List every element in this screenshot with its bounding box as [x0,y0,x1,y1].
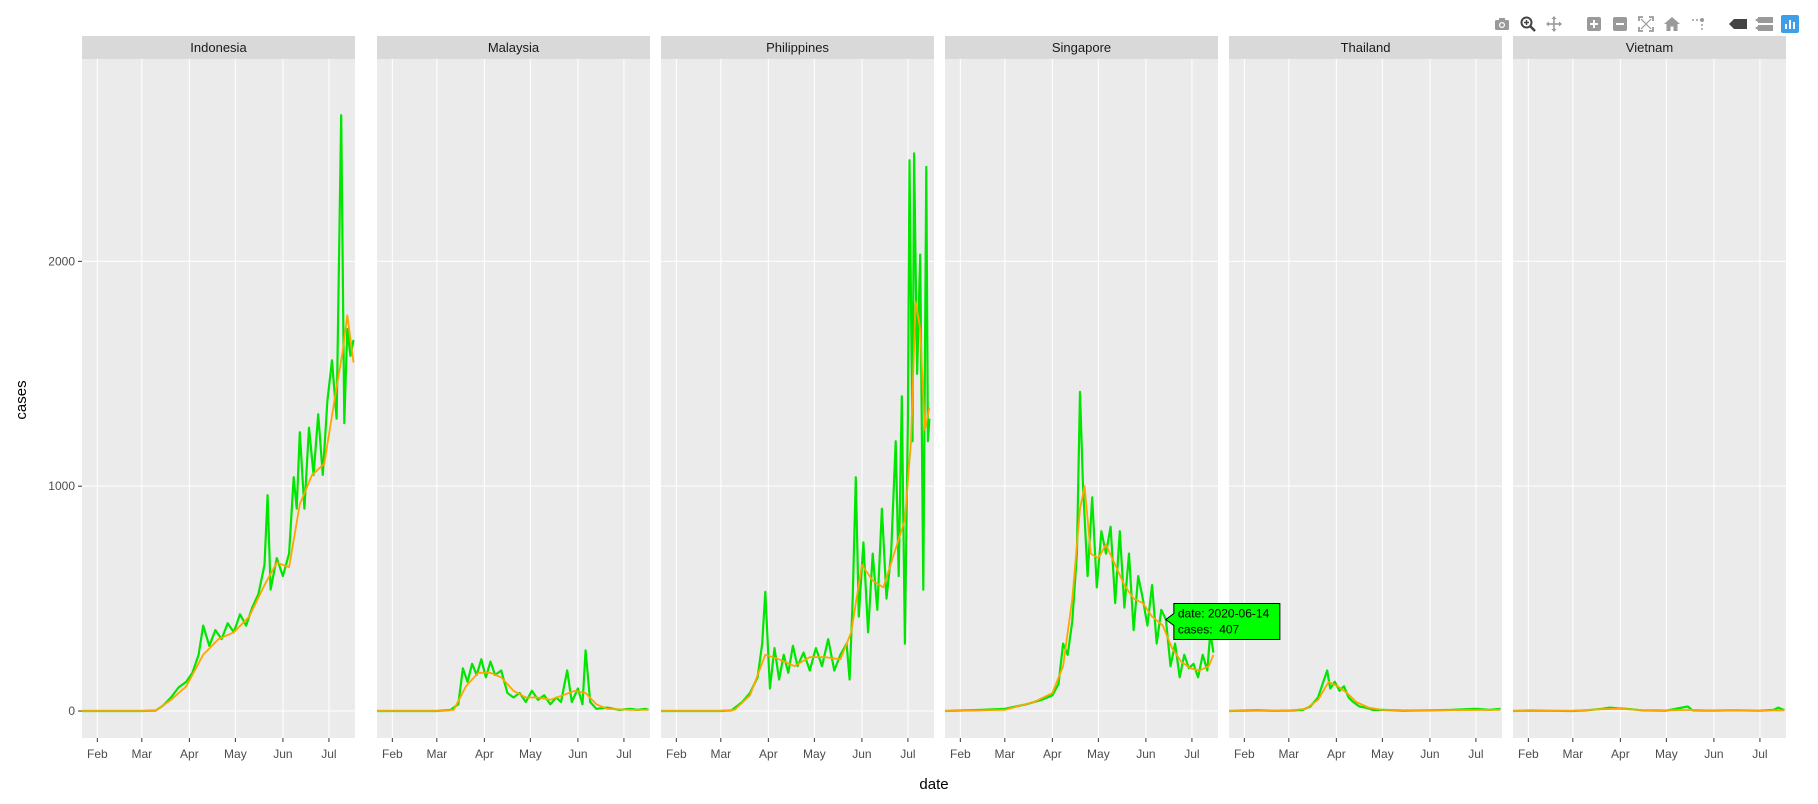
x-tick-label: Mar [426,747,447,761]
x-tick-label: May [1087,747,1110,761]
panel-background [1513,59,1786,738]
y-tick-label: 1000 [48,479,75,493]
zoom-out-icon[interactable] [1610,14,1630,34]
facet-strip-label: Malaysia [488,40,540,55]
x-tick-label: May [1655,747,1678,761]
home-icon[interactable] [1662,14,1682,34]
facet-strip [945,36,1218,59]
facet-panels: Indonesia Feb Mar Apr May Jun Jul 0 1000 2000 Mala… [48,36,1786,761]
tooltip-date: date: 2020-06-14 [1178,607,1270,621]
camera-icon[interactable] [1492,14,1512,34]
daily-cases-line[interactable] [661,152,931,713]
facet-panel: Thailand Feb Mar Apr May Jun Jul [1229,36,1502,761]
pan-icon[interactable] [1544,14,1564,34]
daily-cases-line[interactable] [377,649,649,713]
modebar [1492,14,1800,34]
tooltip-cases: cases: 407 [1178,623,1240,637]
facet-strip-label: Philippines [766,40,829,55]
facet-strip [661,36,934,59]
y-tick-label: 0 [68,704,75,718]
smoothed-cases-line[interactable] [377,671,649,712]
facet-strip [82,36,355,59]
x-tick-label: Feb [950,747,971,761]
facet-strip [1229,36,1502,59]
spike-lines-icon[interactable] [1688,14,1708,34]
x-tick-label: Jul [1184,747,1199,761]
autoscale-icon[interactable] [1636,14,1656,34]
x-tick-label: Jun [852,747,871,761]
x-tick-label: Mar [1278,747,1299,761]
x-tick-label: Feb [382,747,403,761]
smoothed-cases-line[interactable] [661,300,931,712]
zoom-icon[interactable] [1518,14,1538,34]
facet-panel: Philippines Feb Mar Apr May Jun Jul [661,36,934,761]
x-tick-label: Jul [1752,747,1767,761]
panel-background [377,59,650,738]
facet-strip-label: Indonesia [190,40,247,55]
hover-compare-icon[interactable] [1754,14,1774,34]
daily-cases-line[interactable] [945,390,1215,713]
facet-panel: Malaysia Feb Mar Apr May Jun Jul [377,36,650,761]
x-tick-label: Mar [131,747,152,761]
x-tick-label: Apr [759,747,778,761]
x-tick-label: Apr [1043,747,1062,761]
x-tick-label: Apr [180,747,199,761]
smoothed-cases-line[interactable] [945,485,1215,712]
x-tick-label: Jul [321,747,336,761]
facet-panel: Indonesia Feb Mar Apr May Jun Jul 0 1000 2000 [48,36,355,761]
x-axis-title: date [919,776,948,793]
x-tick-label: Jul [616,747,631,761]
x-tick-label: May [519,747,542,761]
x-tick-label: May [803,747,826,761]
x-tick-label: Jun [1704,747,1723,761]
smoothed-cases-line[interactable] [1513,707,1785,712]
panel-background [661,59,934,738]
x-tick-label: Apr [1327,747,1346,761]
x-tick-label: May [224,747,247,761]
facet-strip-label: Thailand [1341,40,1391,55]
smoothed-cases-line[interactable] [82,314,355,712]
x-tick-label: Jul [900,747,915,761]
hover-tooltip: date: 2020-06-14 cases: 407 [1165,603,1281,641]
x-tick-label: Feb [666,747,687,761]
x-tick-label: Jun [1136,747,1155,761]
y-axis-title: cases [13,380,30,419]
y-tick-label: 2000 [48,254,75,268]
x-tick-label: Mar [994,747,1015,761]
zoom-in-icon[interactable] [1584,14,1604,34]
x-tick-label: Jun [568,747,587,761]
x-tick-label: Feb [1234,747,1255,761]
x-tick-label: May [1371,747,1394,761]
smoothed-cases-line[interactable] [1229,680,1501,712]
x-tick-label: Jun [1420,747,1439,761]
facet-strip-label: Vietnam [1626,40,1673,55]
facet-strip [1513,36,1786,59]
hover-closest-icon[interactable] [1728,14,1748,34]
x-tick-label: Jul [1468,747,1483,761]
x-tick-label: Apr [475,747,494,761]
x-tick-label: Mar [710,747,731,761]
plotly-logo-icon[interactable] [1780,14,1800,34]
x-tick-label: Feb [1518,747,1539,761]
facet-panel: Vietnam Feb Mar Apr May Jun Jul [1513,36,1786,761]
tooltip-box [1165,603,1281,641]
facet-panel: Singapore Feb Mar Apr May Jun Jul [945,36,1218,761]
facet-strip-label: Singapore [1052,40,1111,55]
daily-cases-line[interactable] [82,114,355,713]
x-tick-label: Jun [273,747,292,761]
x-tick-label: Feb [87,747,108,761]
x-tick-label: Mar [1562,747,1583,761]
x-tick-label: Apr [1611,747,1630,761]
panel-background [82,59,355,738]
facet-strip [377,36,650,59]
